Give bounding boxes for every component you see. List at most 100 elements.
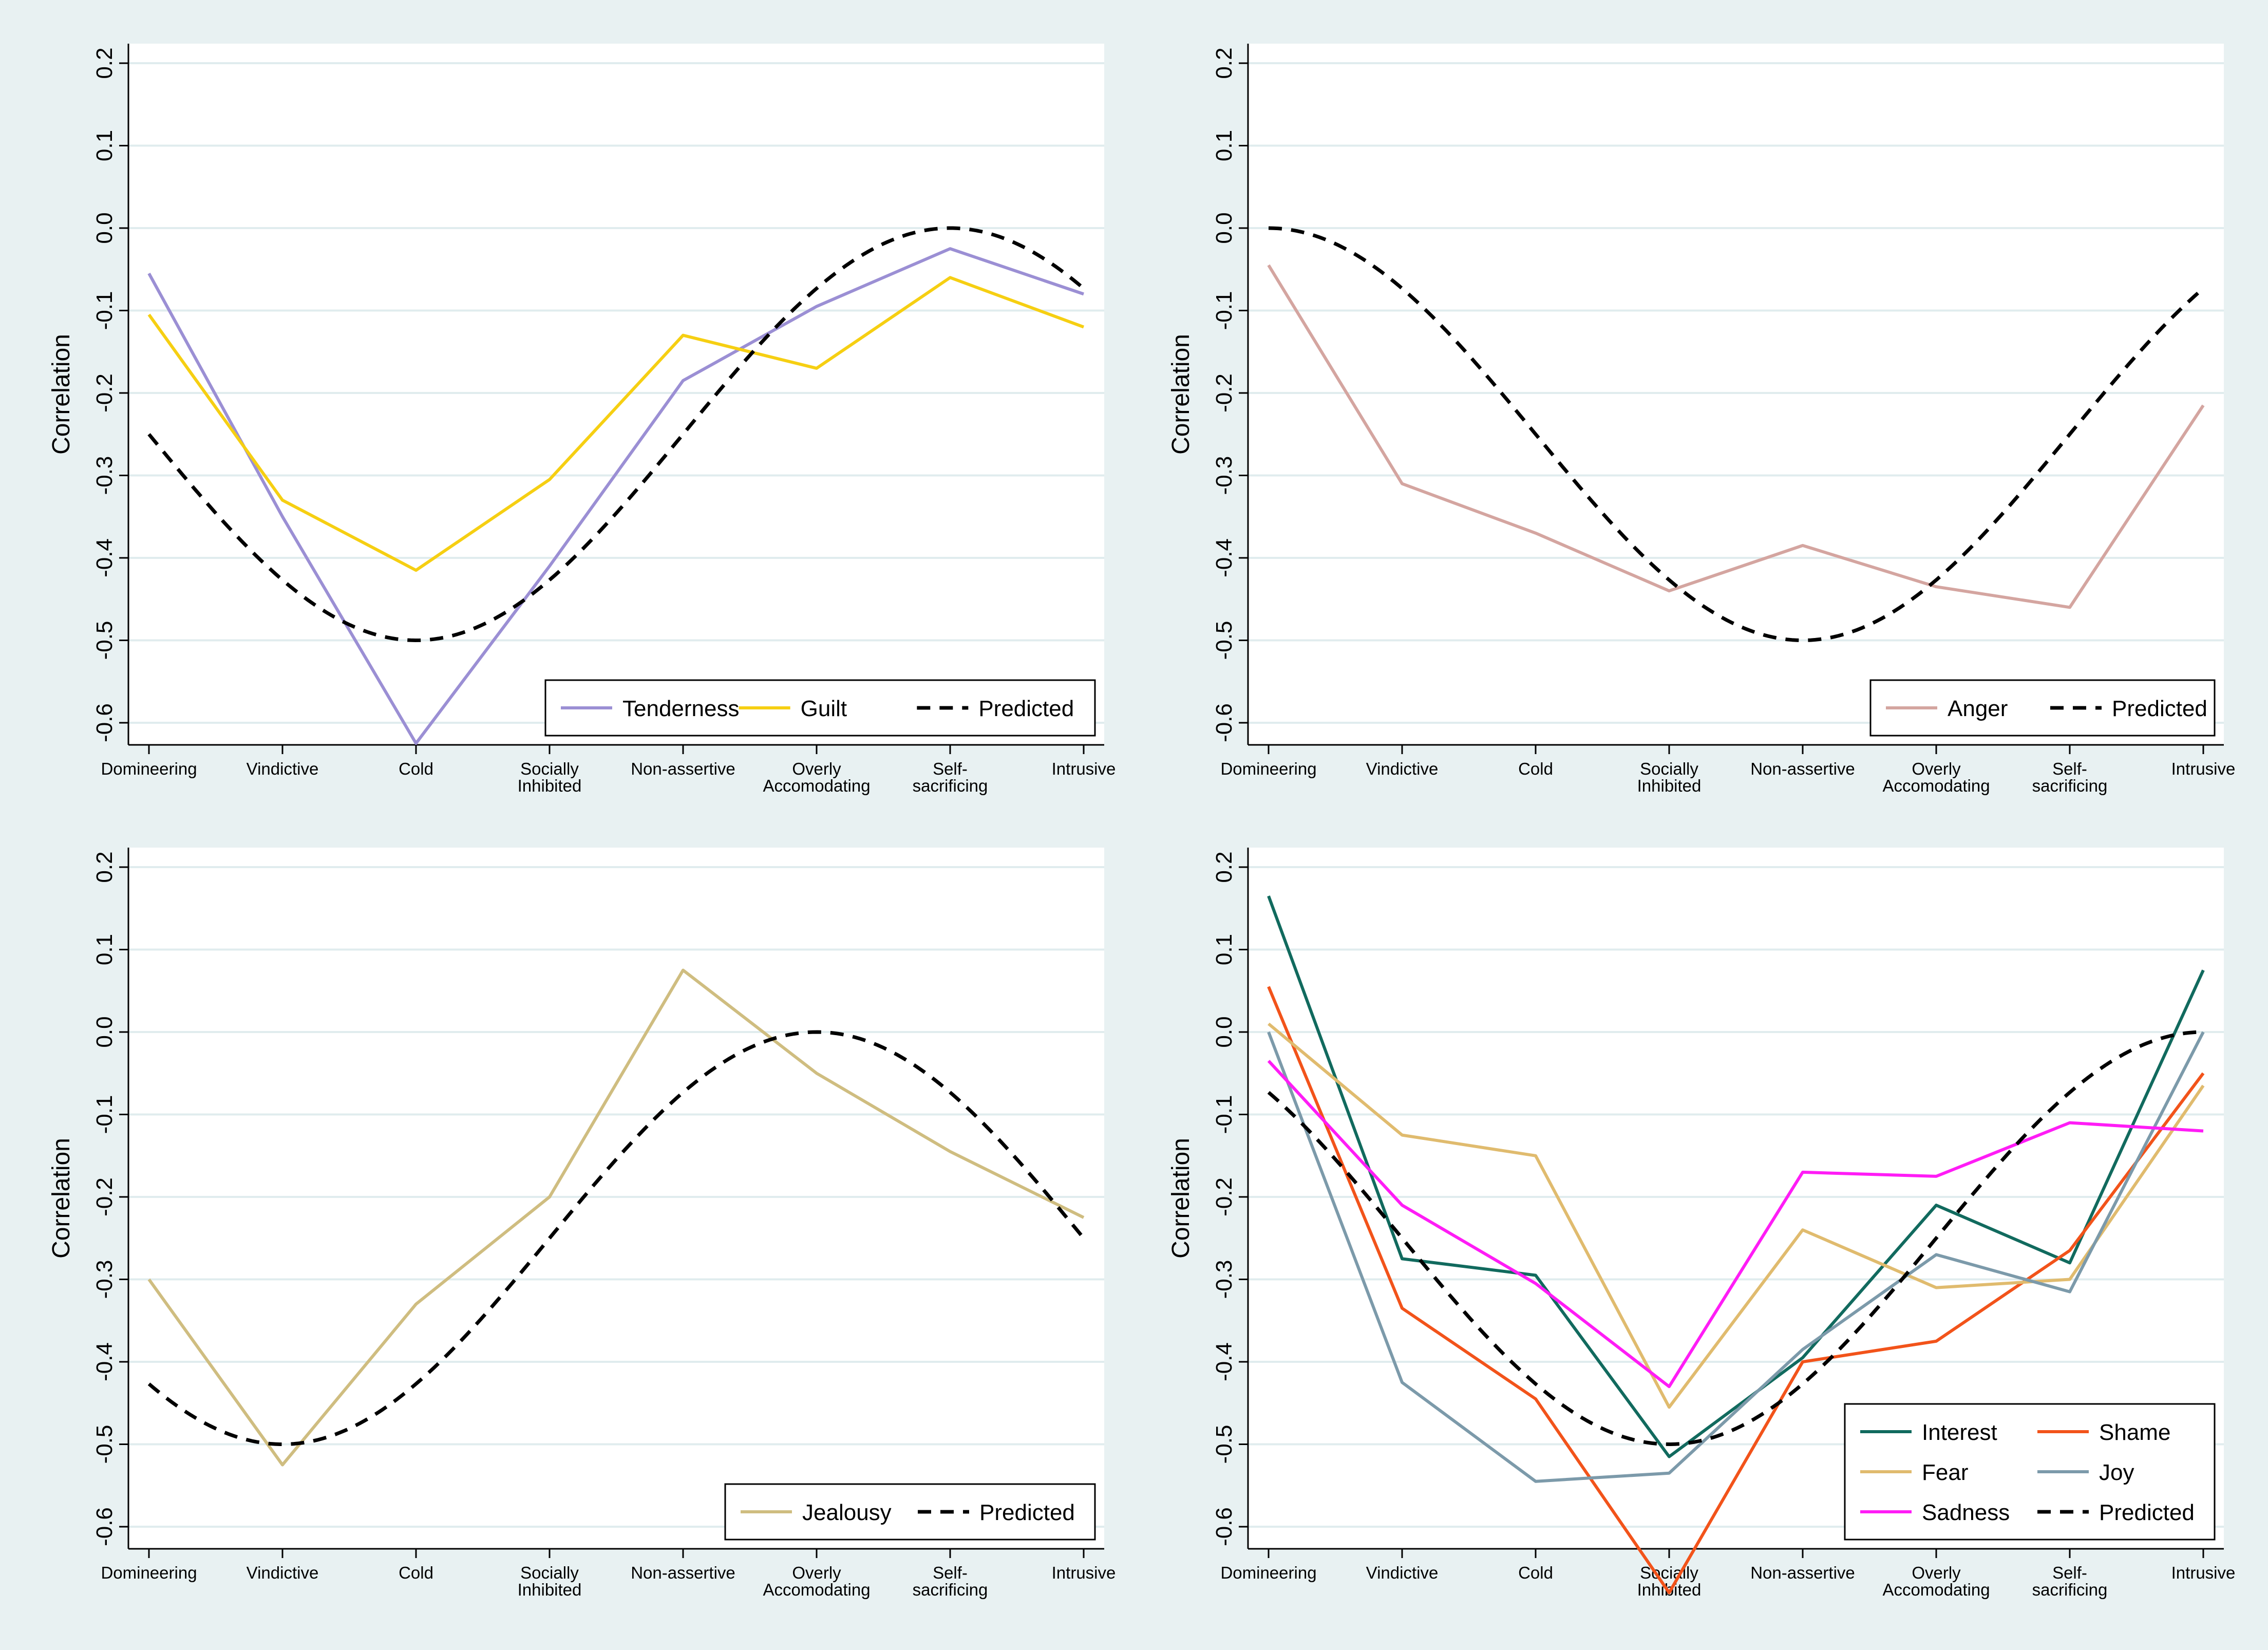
y-tick-label: -0.6	[92, 703, 117, 742]
x-tick-label: Domineering	[101, 759, 197, 778]
y-tick-label: -0.5	[1212, 1425, 1237, 1464]
x-tick-label-line: Self-	[933, 759, 968, 778]
x-tick-label-line: Non-assertive	[631, 1563, 735, 1582]
x-tick-label-line: Domineering	[101, 759, 197, 778]
y-tick-label: 0.0	[1212, 1016, 1237, 1047]
plot-area	[1248, 44, 2224, 745]
legend: Interest Shame Fear Joy Sadness Predicted	[1844, 1403, 2216, 1541]
y-tick-label: 0.0	[92, 212, 117, 243]
y-tick-label: 0.2	[92, 851, 117, 883]
x-tick-label-line: Inhibited	[518, 776, 582, 795]
legend-label-tenderness: Tenderness	[622, 696, 739, 721]
y-tick-label: -0.2	[1212, 1177, 1237, 1216]
y-tick-label: 0.0	[92, 1016, 117, 1047]
x-tick-label: Domineering	[1220, 759, 1316, 778]
series-line-jealousy	[147, 968, 1085, 1467]
y-axis-title: Correlation	[1167, 334, 1195, 455]
x-tick-label-line: Inhibited	[518, 1580, 582, 1599]
series-line-interest	[1267, 895, 2205, 1458]
x-tick-label: Socially Inhibited	[1637, 1563, 1702, 1599]
x-tick-label-line: Intrusive	[1052, 1563, 1116, 1582]
x-tick-label-line: sacrificing	[2032, 1580, 2108, 1599]
x-tick-label-line: Self-	[933, 1563, 968, 1582]
y-tick-label: 0.2	[92, 47, 117, 79]
x-tick-label: Cold	[399, 1563, 433, 1582]
y-tick-label: 0.1	[92, 130, 117, 161]
x-tick-label: Socially Inhibited	[1637, 759, 1702, 795]
x-tick-label-line: Intrusive	[2171, 1563, 2236, 1582]
series-line-anger	[1267, 264, 2205, 609]
x-tick-label: Overly Accomodating	[763, 759, 870, 795]
x-tick-label-line: Domineering	[101, 1563, 197, 1582]
x-tick-label: Self-sacrificing	[2032, 759, 2108, 795]
plot-area	[128, 44, 1104, 745]
y-tick-label: -0.4	[92, 538, 117, 577]
x-tick-label: Overly Accomodating	[1882, 1563, 1990, 1599]
legend-label-predicted: Predicted	[978, 696, 1074, 721]
legend: Tenderness Guilt Predicted	[544, 679, 1096, 737]
x-tick-label: Intrusive	[2171, 1563, 2236, 1582]
x-tick-label-line: Overly	[1912, 759, 1961, 778]
x-tick-label-line: sacrificing	[913, 776, 988, 795]
x-tick-label: Non-assertive	[1750, 759, 1855, 778]
series-line-shame	[1267, 986, 2205, 1595]
x-tick-label-line: Non-assertive	[1750, 1563, 1855, 1582]
y-tick-label: -0.1	[92, 291, 117, 330]
x-tick-label-line: Vindictive	[247, 759, 319, 778]
y-tick-label: -0.2	[92, 373, 117, 413]
legend-label-predicted: Predicted	[979, 1500, 1075, 1525]
x-tick-label-line: Socially	[1640, 759, 1698, 778]
chart-panel-bottom-left: 0.2 0.1 0.0 -0.1 -0.2 -0.3 -0.4 -0.5 -0.6 Correla…	[48, 848, 1116, 1599]
x-tick-label-line: Overly	[792, 759, 841, 778]
x-tick-label: Vindictive	[247, 1563, 319, 1582]
x-tick-label: Intrusive	[2171, 759, 2236, 778]
x-tick-label: Intrusive	[1052, 759, 1116, 778]
x-tick-label-line: Cold	[1518, 1563, 1553, 1582]
x-tick-label-line: Socially	[1640, 1563, 1698, 1582]
x-tick-label-line: Vindictive	[247, 1563, 319, 1582]
x-tick-label: Overly Accomodating	[1882, 759, 1990, 795]
y-axis-title: Correlation	[48, 1138, 75, 1259]
y-tick-label: 0.1	[1212, 934, 1237, 965]
legend-label-predicted: Predicted	[2099, 1500, 2195, 1525]
legend: Jealousy Predicted	[724, 1483, 1096, 1541]
x-tick-label: Self-sacrificing	[913, 1563, 988, 1599]
y-tick-label: -0.6	[1212, 1507, 1237, 1546]
x-tick-label: Vindictive	[247, 759, 319, 778]
x-tick-label: Self-sacrificing	[2032, 1563, 2108, 1599]
series-line-predicted	[147, 226, 1085, 642]
x-tick-label-line: Self-	[2052, 759, 2087, 778]
series-line-fear	[1268, 1022, 2205, 1409]
x-tick-label-line: Accomodating	[1882, 776, 1990, 795]
y-tick-label: -0.6	[1212, 703, 1237, 742]
legend-label-sadness: Sadness	[1922, 1500, 2010, 1525]
x-tick-label-line: Accomodating	[1882, 1580, 1990, 1599]
series-line-joy	[1267, 1031, 2205, 1483]
x-tick-label: Cold	[399, 759, 433, 778]
y-tick-label: -0.5	[92, 621, 117, 660]
x-tick-label-line: Vindictive	[1366, 759, 1439, 778]
legend-label-fear: Fear	[1922, 1460, 1968, 1485]
x-tick-label-line: Cold	[399, 1563, 433, 1582]
x-tick-label-line: Overly	[792, 1563, 841, 1582]
y-tick-label: 0.2	[1212, 851, 1237, 883]
legend-label-shame: Shame	[2099, 1420, 2170, 1445]
x-tick-label: Non-assertive	[1750, 1563, 1855, 1582]
y-tick-label: -0.1	[1212, 1095, 1237, 1134]
x-tick-label-line: Accomodating	[763, 776, 870, 795]
x-tick-label-line: Cold	[399, 759, 433, 778]
x-tick-label-line: Cold	[1518, 759, 1553, 778]
chart-panel-top-left: 0.2 0.1 0.0 -0.1 -0.2 -0.3 -0.4 -0.5 -0.6 Correla…	[48, 44, 1116, 795]
y-tick-label: -0.1	[92, 1095, 117, 1134]
x-tick-label-line: Socially	[520, 759, 579, 778]
x-tick-label-line: Intrusive	[2171, 759, 2236, 778]
x-tick-label-line: Inhibited	[1637, 776, 1702, 795]
x-tick-label: Intrusive	[1052, 1563, 1116, 1582]
x-tick-label: Vindictive	[1366, 759, 1439, 778]
plot-area	[128, 848, 1104, 1549]
x-tick-label-line: sacrificing	[2032, 776, 2108, 795]
x-tick-label: Self-sacrificing	[913, 759, 988, 795]
y-axis-title: Correlation	[48, 334, 75, 455]
x-tick-label-line: sacrificing	[913, 1580, 988, 1599]
